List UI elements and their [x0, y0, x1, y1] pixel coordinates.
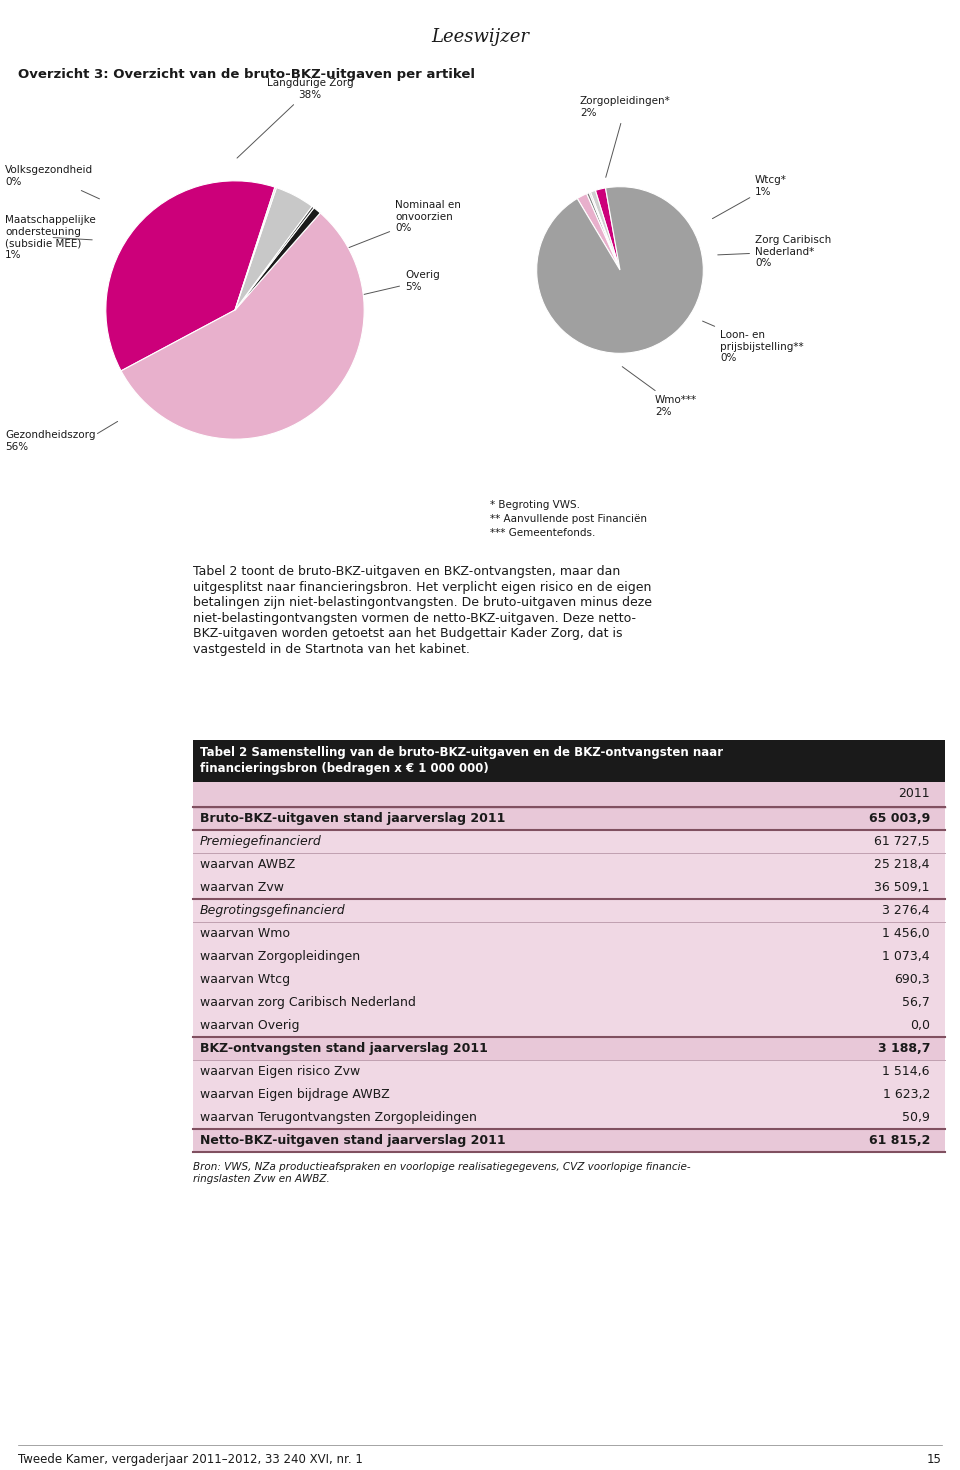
Text: Bron: VWS, NZa productieafspraken en voorlopige realisatiegegevens, CVZ voorlopi: Bron: VWS, NZa productieafspraken en voo…: [193, 1161, 690, 1183]
Wedge shape: [590, 191, 620, 270]
Wedge shape: [577, 194, 620, 270]
Text: Begrotingsgefinancierd: Begrotingsgefinancierd: [200, 904, 346, 917]
Text: BKZ-ontvangsten stand jaarverslag 2011: BKZ-ontvangsten stand jaarverslag 2011: [200, 1042, 488, 1055]
Text: waarvan Eigen risico Zvw: waarvan Eigen risico Zvw: [200, 1064, 360, 1078]
Text: 1 073,4: 1 073,4: [882, 950, 930, 963]
Bar: [193, 876, 945, 900]
Bar: [193, 991, 945, 1014]
Bar: [193, 1105, 945, 1129]
Text: Wtcg*
1%: Wtcg* 1%: [712, 175, 787, 219]
Text: Wmo***
2%: Wmo*** 2%: [622, 366, 697, 416]
Text: Maatschappelijke
ondersteuning
(subsidie MEE)
1%: Maatschappelijke ondersteuning (subsidie…: [5, 215, 96, 260]
Text: Leeswijzer: Leeswijzer: [431, 28, 529, 46]
Text: Zorgopleidingen*
2%: Zorgopleidingen* 2%: [580, 97, 671, 178]
Wedge shape: [235, 207, 321, 310]
Text: Volksgezondheid
0%: Volksgezondheid 0%: [5, 165, 100, 198]
Text: 25 218,4: 25 218,4: [875, 858, 930, 872]
Text: Overig
5%: Overig 5%: [343, 270, 440, 300]
Text: *** Gemeentefonds.: *** Gemeentefonds.: [490, 528, 595, 538]
Text: Langdurige Zorg
38%: Langdurige Zorg 38%: [237, 78, 353, 159]
Text: 3 276,4: 3 276,4: [882, 904, 930, 917]
Text: 3 188,7: 3 188,7: [877, 1042, 930, 1055]
Bar: [193, 739, 945, 782]
Text: waarvan Wtcg: waarvan Wtcg: [200, 973, 290, 986]
Text: 2011: 2011: [899, 786, 930, 800]
Text: waarvan zorg Caribisch Nederland: waarvan zorg Caribisch Nederland: [200, 997, 416, 1008]
Text: 0,0: 0,0: [910, 1019, 930, 1032]
Bar: [193, 1036, 945, 1060]
Wedge shape: [235, 206, 314, 310]
Bar: [193, 969, 945, 991]
Text: Zorg Caribisch
Nederland*
0%: Zorg Caribisch Nederland* 0%: [718, 235, 831, 268]
Text: Premiegefinancierd: Premiegefinancierd: [200, 835, 322, 848]
Wedge shape: [595, 188, 620, 270]
Bar: [193, 900, 945, 922]
Text: Tweede Kamer, vergaderjaar 2011–2012, 33 240 XVI, nr. 1: Tweede Kamer, vergaderjaar 2011–2012, 33…: [18, 1452, 363, 1466]
Bar: [193, 1129, 945, 1152]
Wedge shape: [537, 187, 704, 353]
Text: 1 623,2: 1 623,2: [882, 1088, 930, 1101]
Wedge shape: [235, 188, 312, 310]
Text: 56,7: 56,7: [902, 997, 930, 1008]
Text: uitgesplitst naar financieringsbron. Het verplicht eigen risico en de eigen: uitgesplitst naar financieringsbron. Het…: [193, 581, 652, 594]
Text: 36 509,1: 36 509,1: [875, 881, 930, 894]
Bar: [193, 1060, 945, 1083]
Text: 61 815,2: 61 815,2: [869, 1133, 930, 1147]
Text: betalingen zijn niet-belastingontvangsten. De bruto-uitgaven minus deze: betalingen zijn niet-belastingontvangste…: [193, 595, 652, 609]
Text: waarvan Overig: waarvan Overig: [200, 1019, 300, 1032]
Text: Netto-BKZ-uitgaven stand jaarverslag 2011: Netto-BKZ-uitgaven stand jaarverslag 201…: [200, 1133, 506, 1147]
Text: * Begroting VWS.: * Begroting VWS.: [490, 500, 580, 510]
Wedge shape: [121, 213, 364, 440]
Text: Overzicht 3: Overzicht van de bruto-BKZ-uitgaven per artikel: Overzicht 3: Overzicht van de bruto-BKZ-…: [18, 68, 475, 81]
Text: waarvan Zorgopleidingen: waarvan Zorgopleidingen: [200, 950, 360, 963]
Wedge shape: [235, 187, 276, 310]
Text: waarvan Eigen bijdrage AWBZ: waarvan Eigen bijdrage AWBZ: [200, 1088, 390, 1101]
Text: niet-belastingontvangsten vormen de netto-BKZ-uitgaven. Deze netto-: niet-belastingontvangsten vormen de nett…: [193, 612, 636, 625]
Text: 61 727,5: 61 727,5: [875, 835, 930, 848]
Text: ** Aanvullende post Financiën: ** Aanvullende post Financiën: [490, 514, 647, 523]
Text: waarvan Zvw: waarvan Zvw: [200, 881, 284, 894]
Text: Bruto-BKZ-uitgaven stand jaarverslag 2011: Bruto-BKZ-uitgaven stand jaarverslag 201…: [200, 811, 505, 825]
Bar: [193, 1083, 945, 1105]
Text: 1 514,6: 1 514,6: [882, 1064, 930, 1078]
Bar: [193, 807, 945, 831]
Text: vastgesteld in de Startnota van het kabinet.: vastgesteld in de Startnota van het kabi…: [193, 642, 469, 656]
Text: 15: 15: [927, 1452, 942, 1466]
Wedge shape: [106, 181, 275, 370]
Text: Tabel 2 toont de bruto-BKZ-uitgaven en BKZ-ontvangsten, maar dan: Tabel 2 toont de bruto-BKZ-uitgaven en B…: [193, 564, 620, 578]
Text: Gezondheidszorg
56%: Gezondheidszorg 56%: [5, 431, 95, 451]
Bar: [193, 1014, 945, 1036]
Bar: [193, 945, 945, 969]
Bar: [193, 831, 945, 853]
Text: BKZ-uitgaven worden getoetst aan het Budgettair Kader Zorg, dat is: BKZ-uitgaven worden getoetst aan het Bud…: [193, 628, 622, 639]
Bar: [193, 782, 945, 807]
Text: Nominaal en
onvoorzien
0%: Nominaal en onvoorzien 0%: [332, 200, 461, 254]
Text: waarvan AWBZ: waarvan AWBZ: [200, 858, 296, 872]
Text: financieringsbron (bedragen x € 1 000 000): financieringsbron (bedragen x € 1 000 00…: [200, 761, 489, 775]
Bar: [193, 853, 945, 876]
Text: Loon- en
prijsbijstelling**
0%: Loon- en prijsbijstelling** 0%: [703, 320, 804, 363]
Bar: [193, 922, 945, 945]
Text: 65 003,9: 65 003,9: [869, 811, 930, 825]
Wedge shape: [588, 193, 620, 270]
Text: 1 456,0: 1 456,0: [882, 928, 930, 939]
Text: 690,3: 690,3: [895, 973, 930, 986]
Text: waarvan Wmo: waarvan Wmo: [200, 928, 290, 939]
Text: Tabel 2 Samenstelling van de bruto-BKZ-uitgaven en de BKZ-ontvangsten naar: Tabel 2 Samenstelling van de bruto-BKZ-u…: [200, 745, 723, 759]
Wedge shape: [587, 193, 620, 270]
Text: waarvan Terugontvangsten Zorgopleidingen: waarvan Terugontvangsten Zorgopleidingen: [200, 1111, 477, 1125]
Text: 50,9: 50,9: [902, 1111, 930, 1125]
